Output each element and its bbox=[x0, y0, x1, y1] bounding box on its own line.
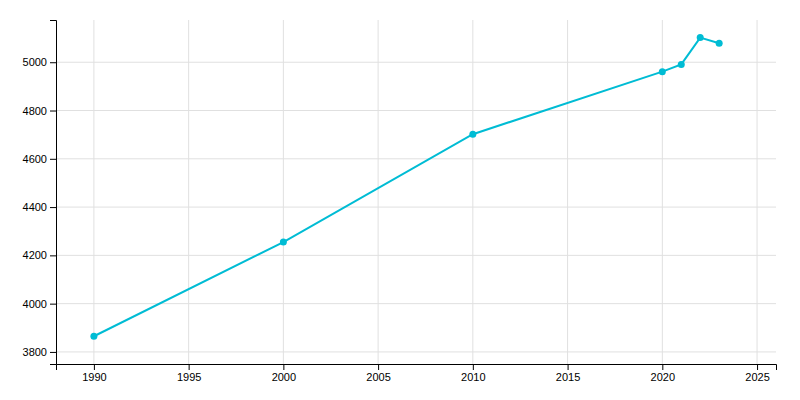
y-axis-tick-label: 4000 bbox=[23, 298, 47, 310]
y-axis-tick: 4800 bbox=[23, 105, 56, 117]
point bbox=[659, 68, 666, 75]
plot: 1990 1995 2000 2005 2010 2015 2020 2025 3800 4000… bbox=[23, 20, 777, 383]
grid bbox=[56, 20, 776, 364]
grid-line-y bbox=[56, 62, 776, 63]
x-axis-tick-mark bbox=[662, 364, 663, 370]
grid-line-y bbox=[56, 158, 776, 159]
y-axis-tick-mark bbox=[50, 352, 56, 353]
y-axis-tick-label: 3800 bbox=[23, 346, 47, 358]
point bbox=[678, 61, 685, 68]
x-axis-tick-mark bbox=[283, 364, 284, 370]
x-axis-tick: 2000 bbox=[272, 364, 296, 383]
x-axis-tick: 1990 bbox=[82, 364, 106, 383]
y-axis-tick-label: 4600 bbox=[23, 153, 47, 165]
x-axis-tick: 1995 bbox=[177, 364, 201, 383]
grid-line-y bbox=[56, 303, 776, 304]
point bbox=[280, 239, 287, 246]
y-axis-tick-mark bbox=[50, 159, 56, 160]
x-axis-tick-label: 2000 bbox=[272, 371, 296, 383]
x-axis-tick-mark bbox=[757, 364, 758, 370]
chart: 1990 1995 2000 2005 2010 2015 2020 2025 3800 4000… bbox=[0, 0, 800, 400]
y-axis: 3800 4000 4200 4400 4600 4800 5000 bbox=[23, 21, 57, 365]
y-axis-tick-label: 5000 bbox=[23, 56, 47, 68]
marks bbox=[90, 34, 722, 340]
x-axis-tick-mark bbox=[189, 364, 190, 370]
y-axis-tick-mark bbox=[50, 255, 56, 256]
grid-line-y bbox=[56, 207, 776, 208]
y-axis-tick-label: 4400 bbox=[23, 201, 47, 213]
x-axis-tick-mark bbox=[378, 364, 379, 370]
grid-line-y bbox=[56, 351, 776, 352]
grid-line-x bbox=[93, 20, 94, 364]
x-axis-tick-mark bbox=[94, 364, 95, 370]
grid-line-y bbox=[56, 110, 776, 111]
y-axis-tick: 4400 bbox=[23, 201, 56, 213]
grid-line-x bbox=[472, 20, 473, 364]
y-axis-tick-mark bbox=[50, 62, 56, 63]
y-axis-tick: 4200 bbox=[23, 249, 56, 261]
x-axis-tick: 2005 bbox=[366, 364, 390, 383]
y-axis-tick-label: 4200 bbox=[23, 249, 47, 261]
x-axis-tick-label: 2010 bbox=[461, 371, 485, 383]
grid-line-x bbox=[567, 20, 568, 364]
x-axis-tick-mark bbox=[568, 364, 569, 370]
line bbox=[94, 38, 719, 337]
y-axis-tick-mark bbox=[50, 111, 56, 112]
x-axis-tick-mark bbox=[473, 364, 474, 370]
point bbox=[469, 131, 476, 138]
x-axis-tick-label: 2015 bbox=[556, 371, 580, 383]
x-axis-tick-label: 2020 bbox=[651, 371, 675, 383]
y-axis-line bbox=[50, 21, 57, 365]
point bbox=[716, 40, 723, 47]
grid-line-x bbox=[283, 20, 284, 364]
y-axis-tick-mark bbox=[50, 304, 56, 305]
x-axis-tick-label: 1990 bbox=[82, 371, 106, 383]
y-axis-tick-label: 4800 bbox=[23, 105, 47, 117]
x-axis-line bbox=[57, 365, 777, 371]
y-axis-tick: 3800 bbox=[23, 346, 56, 358]
y-axis-tick-mark bbox=[50, 207, 56, 208]
point bbox=[90, 333, 97, 340]
y-axis-tick: 5000 bbox=[23, 56, 56, 68]
x-axis-tick-label: 2005 bbox=[366, 371, 390, 383]
x-axis: 1990 1995 2000 2005 2010 2015 2020 2025 bbox=[57, 364, 777, 383]
y-axis-tick: 4600 bbox=[23, 153, 56, 165]
grid-line-y bbox=[56, 255, 776, 256]
x-axis-tick: 2020 bbox=[651, 364, 675, 383]
point bbox=[697, 34, 704, 41]
grid-line-x bbox=[378, 20, 379, 364]
grid-line-x bbox=[188, 20, 189, 364]
x-axis-tick-label: 2025 bbox=[745, 371, 769, 383]
x-axis-tick: 2010 bbox=[461, 364, 485, 383]
grid-line-x bbox=[757, 20, 758, 364]
y-axis-tick: 4000 bbox=[23, 298, 56, 310]
x-axis-tick-label: 1995 bbox=[177, 371, 201, 383]
x-axis-tick: 2015 bbox=[556, 364, 580, 383]
x-axis-tick: 2025 bbox=[745, 364, 769, 383]
